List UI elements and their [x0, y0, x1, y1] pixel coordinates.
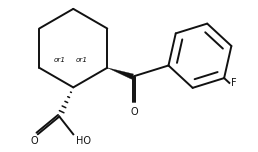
Text: or1: or1 — [53, 57, 65, 62]
Text: O: O — [31, 136, 39, 146]
Text: F: F — [231, 78, 237, 88]
Text: O: O — [130, 107, 138, 117]
Text: HO: HO — [76, 136, 91, 146]
Polygon shape — [107, 68, 134, 79]
Text: or1: or1 — [76, 57, 88, 62]
